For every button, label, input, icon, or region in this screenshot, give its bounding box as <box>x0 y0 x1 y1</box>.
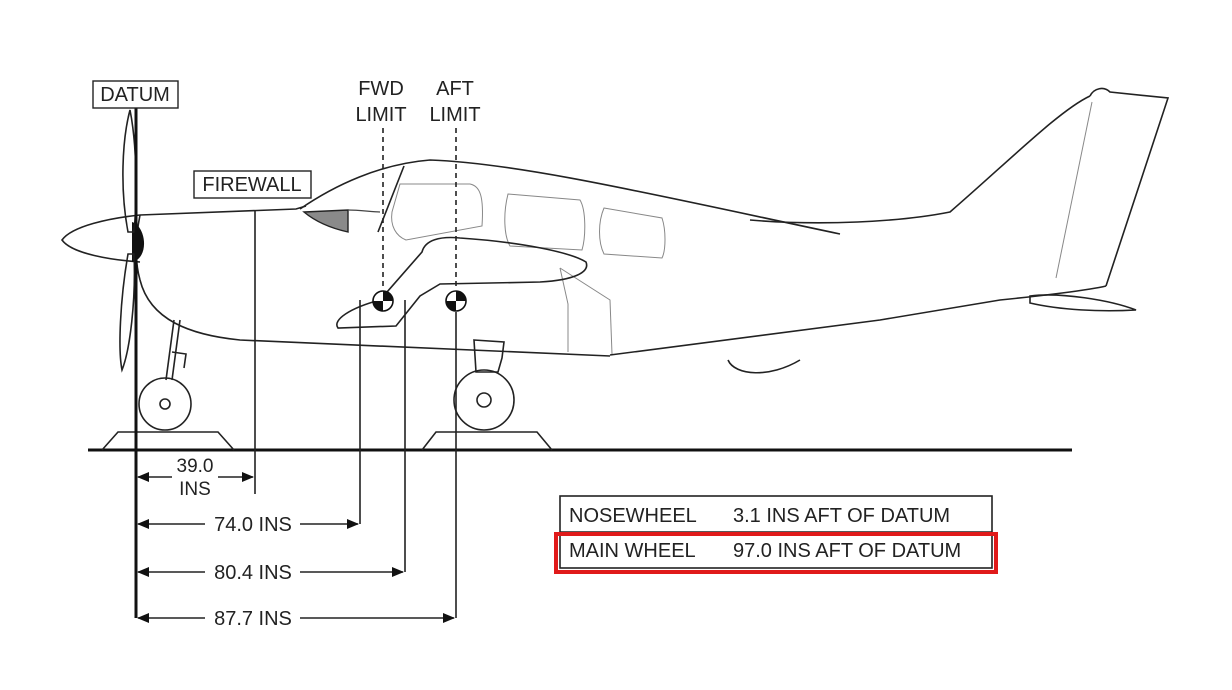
nose-wheel-pad <box>101 431 235 451</box>
nose-gear <box>138 319 192 431</box>
fwd-dimension-label: 74.0 INS <box>214 514 292 536</box>
aft-a-dimension-label: 80.4 INS <box>214 562 292 584</box>
fwd-limit-label-1: FWD <box>358 78 404 100</box>
wing <box>336 236 588 329</box>
table-row-1-name: NOSEWHEEL <box>569 505 697 527</box>
spinner <box>61 214 141 263</box>
table-row-2-name: MAIN WHEEL <box>569 540 696 562</box>
datum-label: DATUM <box>100 84 170 106</box>
main-wheel-highlight-box <box>554 532 998 574</box>
firewall-dimension-value: 39.0 <box>177 456 214 477</box>
fwd-limit-label-2: LIMIT <box>355 104 406 126</box>
table-row-1-value: 3.1 INS AFT OF DATUM <box>733 505 950 527</box>
firewall-label: FIREWALL <box>202 174 301 196</box>
fuselage <box>135 87 1170 374</box>
aft-limit-label-1: AFT <box>436 78 474 100</box>
aft-cg-symbol <box>445 290 467 312</box>
main-wheel-pad <box>421 431 553 451</box>
aft-limit-label-2: LIMIT <box>429 104 480 126</box>
firewall-dimension-unit: INS <box>179 479 211 500</box>
fwd-cg-symbol <box>372 290 394 312</box>
aft-b-dimension-label: 87.7 INS <box>214 608 292 630</box>
table-row-2-value: 97.0 INS AFT OF DATUM <box>733 540 961 562</box>
main-gear <box>453 339 515 431</box>
datum-label-box <box>92 80 179 109</box>
firewall-label-box <box>193 170 312 199</box>
